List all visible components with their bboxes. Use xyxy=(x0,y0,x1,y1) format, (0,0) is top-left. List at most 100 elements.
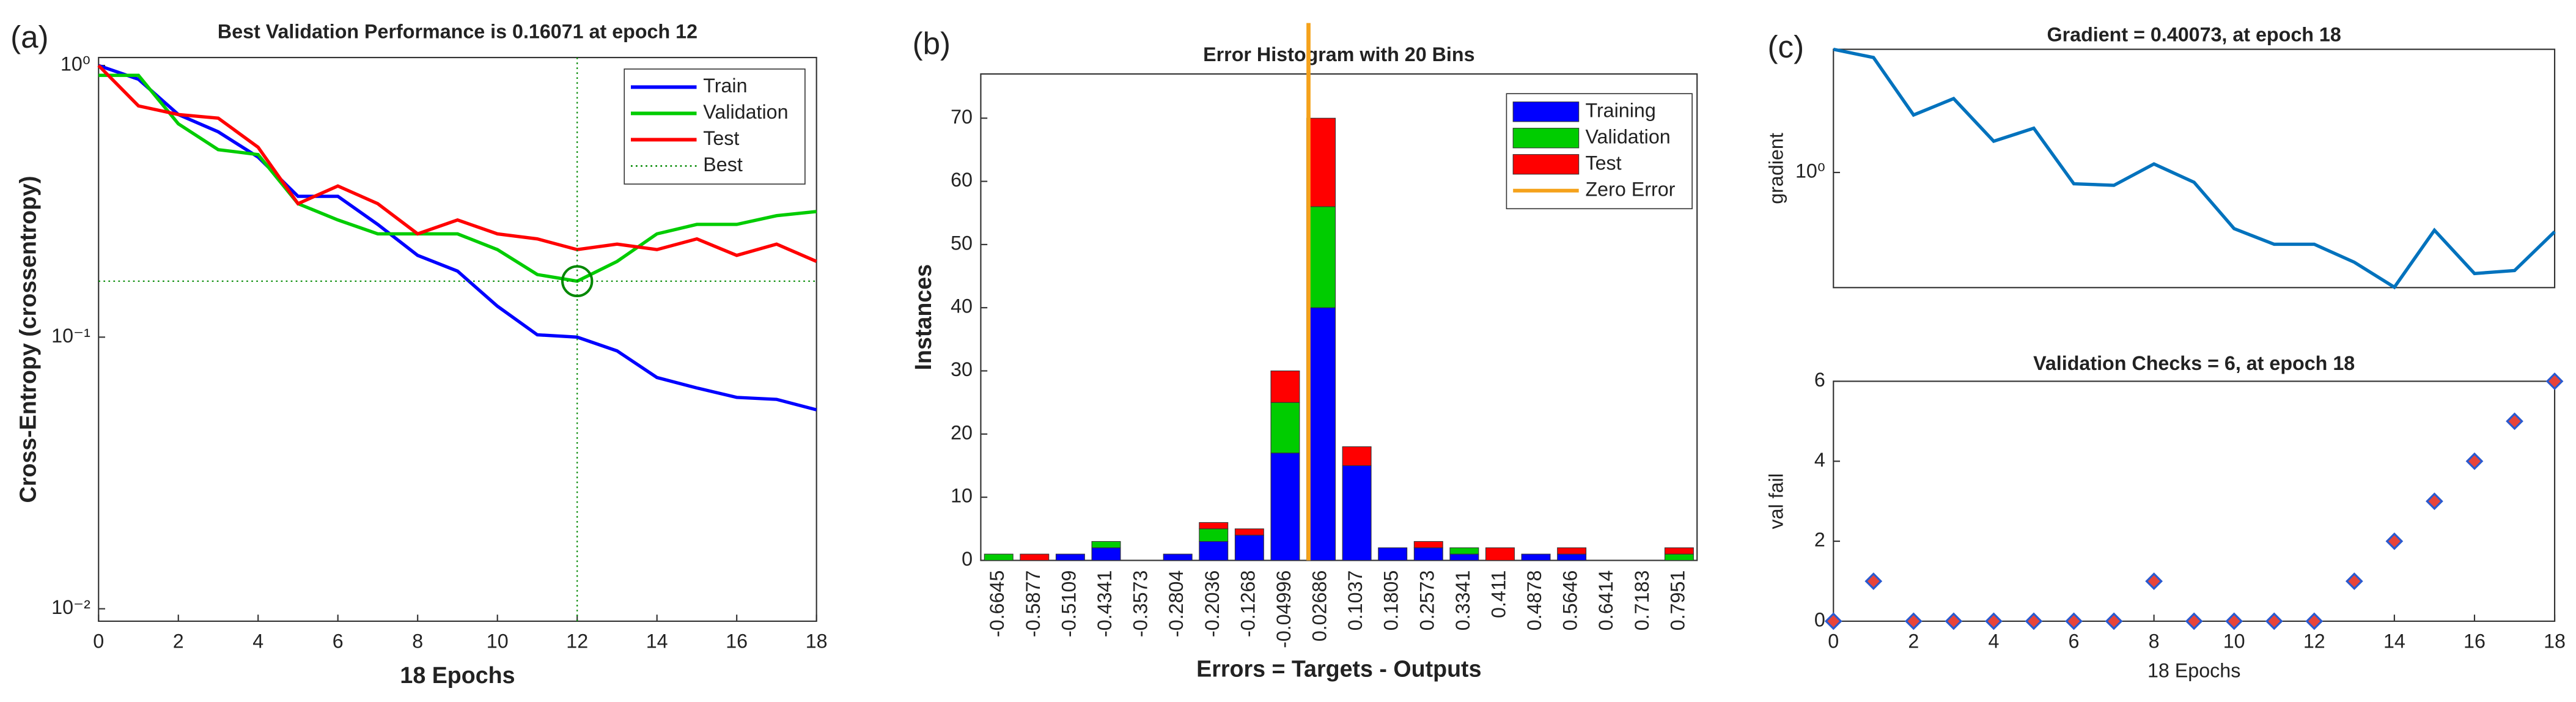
series-line xyxy=(1833,47,2556,290)
bar-segment xyxy=(1557,547,1587,555)
x-axis-label: 18 Epochs xyxy=(2147,660,2240,682)
bar-segment xyxy=(1664,553,1694,561)
y-tick-label: 60 xyxy=(951,169,973,191)
panel-label: (b) xyxy=(913,26,951,61)
x-tick-label: 16 xyxy=(2464,630,2486,652)
point xyxy=(2305,612,2324,630)
x-tick-label: 0 xyxy=(93,630,104,652)
x-tick-label: -0.3573 xyxy=(1130,571,1152,637)
bar-segment xyxy=(1199,541,1229,561)
y-tick-label: 20 xyxy=(951,421,973,443)
point xyxy=(2345,572,2363,590)
bar-segment xyxy=(1055,553,1085,561)
bar-segment xyxy=(1270,370,1300,403)
x-tick-label: 4 xyxy=(252,630,263,652)
point xyxy=(1904,612,1923,630)
y-tick-label: 4 xyxy=(1814,449,1825,471)
legend-label: Training xyxy=(1585,99,1655,121)
bar-segment xyxy=(1306,307,1336,561)
x-tick-label: 0.6414 xyxy=(1595,571,1617,631)
point xyxy=(2105,612,2123,630)
legend-label: Best xyxy=(703,153,743,176)
x-tick-label: 2 xyxy=(1908,630,1919,652)
chart-title: Gradient = 0.40073, at epoch 18 xyxy=(2047,24,2341,46)
x-tick-label: 0.5646 xyxy=(1559,571,1581,631)
y-tick-label: 10 xyxy=(951,485,973,507)
x-tick-label: -0.4341 xyxy=(1094,571,1116,637)
x-tick-label: 14 xyxy=(2383,630,2405,652)
x-tick-label: 8 xyxy=(2149,630,2160,652)
x-tick-label: 0.3341 xyxy=(1452,571,1474,631)
y-tick-label: 6 xyxy=(1814,369,1825,391)
point xyxy=(2545,372,2564,390)
x-tick-label: 2 xyxy=(173,630,184,652)
bar-segment xyxy=(1020,553,1050,561)
x-tick-label: 16 xyxy=(726,630,748,652)
point xyxy=(2025,612,2043,630)
point xyxy=(2225,612,2243,630)
x-tick-label: -0.5877 xyxy=(1022,571,1044,637)
x-tick-label: 6 xyxy=(333,630,344,652)
x-tick-label: -0.6645 xyxy=(986,571,1008,637)
y-tick-label: 0 xyxy=(1814,608,1825,630)
bar-segment xyxy=(1342,465,1372,561)
x-tick-label: 8 xyxy=(412,630,423,652)
x-tick-label: 10 xyxy=(2223,630,2245,652)
legend-label: Train xyxy=(703,75,747,97)
x-tick-label: 0.2573 xyxy=(1416,571,1438,631)
bar-segment xyxy=(1306,117,1336,207)
bar-segment xyxy=(1306,206,1336,308)
y-axis-label: Cross-Entropy (crossentropy) xyxy=(15,176,40,503)
y-axis-label: gradient xyxy=(1765,133,1787,204)
x-tick-label: 0.02686 xyxy=(1309,571,1331,642)
x-tick-label: 14 xyxy=(646,630,668,652)
bar-segment xyxy=(1449,547,1479,555)
panel-label: (a) xyxy=(10,20,48,54)
x-tick-label: 18 xyxy=(2544,630,2566,652)
y-tick-label: 10⁰ xyxy=(1795,160,1825,182)
bar-segment xyxy=(1163,553,1193,561)
y-tick-label: 2 xyxy=(1814,529,1825,551)
bar-segment xyxy=(1270,402,1300,454)
legend-label: Test xyxy=(1585,152,1621,174)
chart-title: Validation Checks = 6, at epoch 18 xyxy=(2033,352,2355,374)
y-tick-label: 0 xyxy=(962,548,973,570)
point xyxy=(1864,572,1883,590)
point xyxy=(2185,612,2203,630)
bar-segment xyxy=(1378,547,1408,561)
series-line xyxy=(98,64,817,412)
point xyxy=(2265,612,2283,630)
series-line xyxy=(97,64,817,263)
plot-area xyxy=(1833,48,2556,289)
x-tick-label: -0.2804 xyxy=(1165,571,1187,637)
point xyxy=(2506,412,2523,430)
y-tick-label: 30 xyxy=(951,358,973,380)
x-axis-label: 18 Epochs xyxy=(400,662,515,688)
y-tick-label: 40 xyxy=(951,295,973,317)
legend-label: Validation xyxy=(1585,125,1670,147)
legend-swatch xyxy=(1512,154,1580,175)
bar-segment xyxy=(1557,553,1587,561)
y-tick-label: 10⁻¹ xyxy=(51,325,90,347)
x-tick-label: 18 xyxy=(806,630,828,652)
point xyxy=(1985,612,2003,630)
legend-swatch xyxy=(1512,128,1580,149)
bar-segment xyxy=(1521,553,1551,561)
y-axis-label: val fail xyxy=(1765,473,1787,529)
plot-area xyxy=(1833,380,2556,622)
x-tick-label: -0.04996 xyxy=(1273,571,1295,648)
bar-segment xyxy=(1449,553,1479,561)
legend-label: Zero Error xyxy=(1585,178,1675,200)
x-tick-label: -0.5109 xyxy=(1058,571,1080,637)
bar-segment xyxy=(1413,541,1443,549)
point xyxy=(2426,492,2443,511)
bar-segment xyxy=(1199,528,1229,542)
x-tick-label: 12 xyxy=(566,630,588,652)
point xyxy=(2065,612,2083,630)
bar-segment xyxy=(1234,534,1264,561)
x-tick-label: -0.1268 xyxy=(1237,571,1259,637)
bar-segment xyxy=(1664,547,1694,555)
series-line xyxy=(98,73,817,283)
x-axis-label: Errors = Targets - Outputs xyxy=(1196,656,1481,681)
x-tick-label: 0.411 xyxy=(1487,571,1509,618)
